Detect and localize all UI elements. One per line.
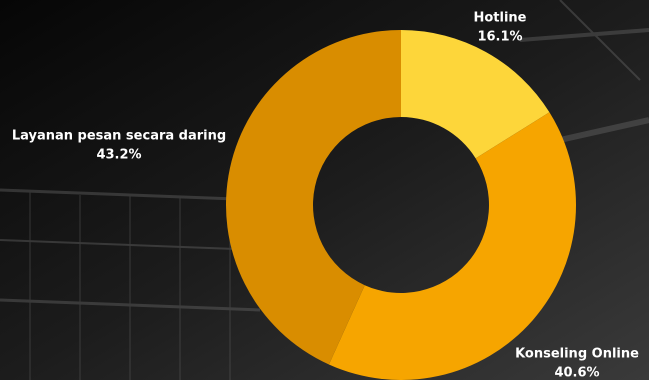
slice [225,30,401,365]
labels: Hotline 16.1% Konseling Online 40.6% Layanan… [12,11,639,380]
slice-label: Konseling Online [515,347,639,362]
slice-label: Layanan pesan secara daring [12,129,226,144]
donut [225,30,577,380]
slice-value: 40.6% [554,366,599,380]
slice [401,30,550,159]
slice [328,112,577,380]
slice-value: 16.1% [477,30,522,45]
slice-label: Hotline [473,11,526,26]
slice-value: 43.2% [96,148,141,163]
